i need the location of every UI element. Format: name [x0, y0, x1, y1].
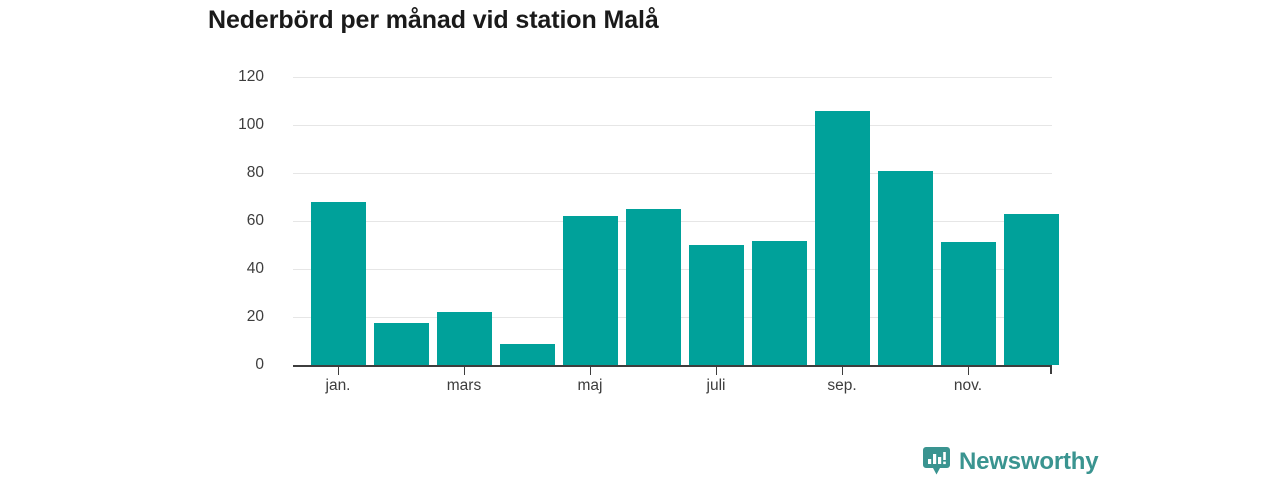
x-axis-label-sep: sep. [827, 377, 857, 394]
bar-okt[interactable] [878, 171, 933, 365]
x-axis-tick [338, 367, 339, 375]
x-axis-label-jan: jan. [325, 377, 351, 394]
bar-maj[interactable] [563, 216, 618, 365]
y-axis-tick-label: 80 [246, 164, 264, 181]
y-axis-tick-label: 0 [255, 356, 264, 373]
y-axis-tick-label: 40 [246, 260, 264, 277]
bar-juli[interactable] [689, 244, 744, 365]
gridline-120 [293, 77, 1052, 78]
x-axis-tick [590, 367, 591, 375]
x-axis-label-maj: maj [577, 377, 603, 394]
x-axis-line [293, 365, 1052, 367]
y-axis-tick-label: 120 [238, 68, 264, 85]
newsworthy-logo[interactable]: Newsworthy [923, 447, 1099, 476]
x-axis-labels: jan. mars maj juli sep. nov. [293, 365, 1052, 405]
x-axis-tick [968, 367, 969, 375]
chart-pin-icon [923, 447, 950, 475]
bar-dec[interactable] [1004, 213, 1059, 365]
x-axis-tick [716, 367, 717, 375]
bar-feb[interactable] [374, 322, 429, 365]
bar-mars[interactable] [437, 311, 492, 365]
y-axis-tick-label: 20 [246, 308, 264, 325]
x-axis-end-cap [1050, 365, 1052, 374]
bar-jan[interactable] [311, 202, 366, 365]
x-axis-tick [464, 367, 465, 375]
chart-title: Nederbörd per månad vid station Malå [208, 6, 659, 34]
gridline-80 [293, 173, 1052, 174]
bar-juni[interactable] [626, 209, 681, 365]
bar-sep[interactable] [815, 111, 870, 365]
x-axis-tick [842, 367, 843, 375]
x-axis-label-nov: nov. [953, 377, 983, 394]
bar-nov[interactable] [941, 242, 996, 365]
bars-layer [293, 70, 1059, 365]
newsworthy-logo-text: Newsworthy [959, 447, 1099, 475]
y-axis-labels: 0 20 40 60 80 100 120 [0, 68, 278, 373]
y-axis-tick-label: 100 [238, 116, 264, 133]
bar-aug[interactable] [752, 241, 807, 365]
y-axis-tick-label: 60 [246, 212, 264, 229]
x-axis-label-juli: juli [706, 377, 726, 394]
plot-area [293, 70, 1059, 374]
x-axis-label-mars: mars [446, 377, 482, 394]
gridline-100 [293, 125, 1052, 126]
bar-april[interactable] [500, 343, 555, 365]
